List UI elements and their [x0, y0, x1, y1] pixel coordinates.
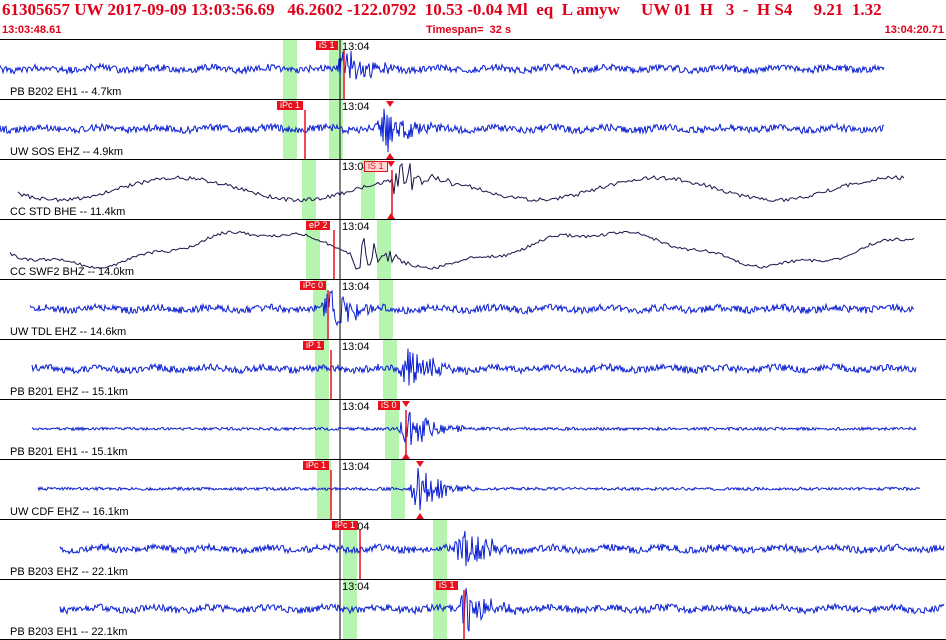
waveform-plot	[0, 40, 885, 99]
trace-panel-uw-cdf-ehz-16-1km[interactable]: 13:04 iPc 1 UW CDF EHZ -- 16.1km	[0, 459, 946, 519]
s-window-band	[385, 400, 399, 459]
amplitude-marker-top[interactable]	[402, 401, 410, 407]
phase-pick-label[interactable]: iS 0	[378, 401, 400, 410]
waveform-trace	[0, 50, 885, 80]
phase-pick-label[interactable]: iPc 1	[277, 101, 304, 110]
amplitude-marker-bottom[interactable]	[402, 453, 410, 459]
window-end-time: 13:04:20.71	[884, 24, 944, 36]
waveform-plot	[31, 400, 917, 459]
s-window-band	[377, 220, 391, 279]
station-channel-label: CC SWF2 BHZ -- 14.0km	[10, 266, 135, 278]
time-tick-label: 13:04	[342, 281, 370, 293]
amplitude-marker-top[interactable]	[386, 101, 394, 107]
phase-pick-label[interactable]: iPc 1	[303, 461, 330, 470]
p-window-band	[343, 520, 357, 579]
trace-panel-uw-sos-ehz-4-9km[interactable]: 13:04 iPc 1 UW SOS EHZ -- 4.9km	[0, 99, 946, 159]
waveform-trace	[31, 348, 917, 386]
waveform-trace	[31, 411, 917, 446]
station-channel-label: PB B203 EHZ -- 22.1km	[10, 566, 128, 578]
amplitude-marker-top[interactable]	[387, 161, 395, 167]
waveform-trace	[0, 108, 885, 153]
event-header: 61305657 UW 2017-09-09 13:03:56.69 46.26…	[0, 0, 946, 40]
phase-pick-label[interactable]: iS 1	[316, 41, 338, 50]
time-tick-label: 13:04	[342, 101, 370, 113]
station-channel-label: PB B201 EHZ -- 15.1km	[10, 386, 128, 398]
station-channel-label: UW TDL EHZ -- 14.6km	[10, 326, 127, 338]
s-window-band	[433, 580, 447, 639]
waveform-plot	[29, 280, 915, 339]
amplitude-marker-bottom[interactable]	[387, 213, 395, 219]
s-window-band	[391, 460, 405, 519]
waveform-plot	[17, 160, 905, 219]
station-channel-label: PB B201 EH1 -- 15.1km	[10, 446, 128, 458]
time-tick-label: 13:04	[342, 341, 370, 353]
waveform-plot	[9, 220, 915, 279]
waveform-plot	[31, 340, 917, 399]
station-channel-label: UW CDF EHZ -- 16.1km	[10, 506, 129, 518]
phase-pick-label[interactable]: iPc 0	[300, 281, 327, 290]
window-start-time: 13:03:48.61	[2, 24, 62, 36]
waveform-plot	[59, 580, 945, 639]
station-channel-label: CC STD BHE -- 11.4km	[10, 206, 126, 218]
s-window-band	[433, 520, 447, 579]
time-tick-label: 13:04	[342, 161, 370, 173]
phase-pick-label[interactable]: iPc 1	[332, 521, 359, 530]
p-window-band	[306, 220, 320, 279]
waveform-plot	[59, 520, 945, 579]
trace-panel-pb-b201-ehz-15-1km[interactable]: 13:04 iP 1 PB B201 EHZ -- 15.1km	[0, 339, 946, 399]
s-window-band	[361, 160, 375, 219]
trace-panel-pb-b202-eh1-4-7km[interactable]: 13:04 iS 1 PB B202 EH1 -- 4.7km	[0, 39, 946, 99]
amplitude-marker-bottom[interactable]	[386, 153, 394, 159]
trace-panel-cc-swf2-bhz-14-0km[interactable]: 13:04 eP 2 CC SWF2 BHZ -- 14.0km	[0, 219, 946, 279]
station-channel-label: UW SOS EHZ -- 4.9km	[10, 146, 124, 158]
phase-pick-label[interactable]: eP 2	[306, 221, 331, 230]
trace-panel-pb-b203-eh1-22-1km[interactable]: 13:04 iS 1 PB B203 EH1 -- 22.1km	[0, 579, 946, 639]
p-window-band	[343, 580, 357, 639]
time-tick-label: 13:04	[342, 41, 370, 53]
waveform-trace	[59, 530, 945, 567]
trace-panel-pb-b201-eh1-15-1km[interactable]: 13:04 iS 0 PB B201 EH1 -- 15.1km	[0, 399, 946, 459]
p-window-band	[283, 40, 297, 99]
trace-panel-uw-tdl-ehz-14-6km[interactable]: 13:04 iPc 0 UW TDL EHZ -- 14.6km	[0, 279, 946, 339]
p-window-band	[315, 400, 329, 459]
station-channel-label: PB B202 EH1 -- 4.7km	[10, 86, 122, 98]
waveform-plot	[0, 100, 885, 159]
amplitude-marker-bottom[interactable]	[416, 513, 424, 519]
time-tick-label: 13:04	[342, 401, 370, 413]
amplitude-marker-top[interactable]	[416, 461, 424, 467]
waveform-trace	[59, 587, 945, 632]
time-tick-label: 13:04	[342, 461, 370, 473]
time-tick-label: 13:04	[342, 221, 370, 233]
phase-pick-label[interactable]: iS 1	[436, 581, 458, 590]
phase-pick-label[interactable]: iP 1	[303, 341, 325, 350]
p-window-band	[313, 280, 327, 339]
phase-pick-label[interactable]: iS 1	[364, 161, 388, 172]
waveform-trace	[17, 162, 905, 203]
waveform-plot	[37, 460, 920, 519]
station-channel-label: PB B203 EH1 -- 22.1km	[10, 626, 128, 638]
waveform-trace	[9, 230, 915, 270]
trace-panel-cc-std-bhe-11-4km[interactable]: 13:04 iS 1 CC STD BHE -- 11.4km	[0, 159, 946, 219]
event-summary-line: 61305657 UW 2017-09-09 13:03:56.69 46.26…	[2, 0, 882, 19]
time-tick-label: 13:04	[342, 581, 370, 593]
waveform-trace	[37, 468, 920, 511]
waveform-trace	[29, 289, 915, 327]
timespan-readout: Timespan= 32 s	[426, 24, 512, 36]
p-window-band	[302, 160, 316, 219]
